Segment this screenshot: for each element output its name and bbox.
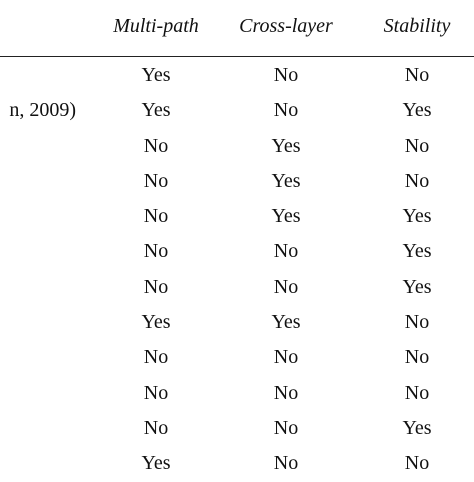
cell-cross-layer: No bbox=[273, 381, 299, 404]
cell-reference bbox=[0, 58, 76, 93]
table-row: No No No bbox=[0, 376, 474, 411]
cell-cross-layer: Yes bbox=[271, 311, 301, 334]
cell-reference bbox=[0, 270, 76, 305]
cell-stability: No bbox=[404, 311, 430, 334]
cell-multi-path: No bbox=[143, 416, 169, 439]
header-cross-layer: Cross-layer bbox=[239, 15, 333, 37]
table-row: No No No bbox=[0, 340, 474, 375]
cell-multi-path: Yes bbox=[141, 64, 171, 86]
cell-reference bbox=[0, 199, 76, 234]
cell-cross-layer: Yes bbox=[271, 169, 301, 192]
cell-reference bbox=[0, 376, 76, 411]
cell-cross-layer: No bbox=[273, 275, 299, 298]
cell-stability: Yes bbox=[402, 99, 432, 122]
cell-cross-layer: No bbox=[273, 416, 299, 439]
cell-cross-layer: Yes bbox=[271, 134, 301, 157]
cell-stability: No bbox=[404, 169, 430, 192]
cell-reference bbox=[0, 129, 76, 164]
cell-multi-path: No bbox=[143, 205, 169, 228]
cell-cross-layer: No bbox=[273, 452, 299, 475]
table-row: No Yes No bbox=[0, 129, 474, 164]
cell-cross-layer: No bbox=[273, 346, 299, 369]
header-stability: Stability bbox=[383, 15, 451, 37]
cell-multi-path: No bbox=[143, 169, 169, 192]
cell-multi-path: No bbox=[143, 275, 169, 298]
cell-reference: n, 2009) bbox=[9, 99, 76, 122]
cell-stability: No bbox=[404, 134, 430, 157]
header-rule bbox=[0, 56, 474, 57]
cell-stability: No bbox=[404, 381, 430, 404]
cell-reference bbox=[0, 340, 76, 375]
table-row: n, 2009) Yes No Yes bbox=[0, 93, 474, 128]
cell-reference bbox=[0, 164, 76, 199]
table-row: No Yes No bbox=[0, 164, 474, 199]
cell-cross-layer: No bbox=[273, 99, 299, 122]
table-row: Yes Yes No bbox=[0, 305, 474, 340]
cell-multi-path: No bbox=[143, 381, 169, 404]
cell-cross-layer: No bbox=[273, 64, 299, 86]
table-body: Yes No No n, 2009) Yes No Yes No Yes No No Yes No No Y… bbox=[0, 58, 474, 482]
header-multi-path: Multi-path bbox=[113, 15, 199, 37]
cell-multi-path: No bbox=[143, 346, 169, 369]
table-header-row: Multi-path Cross-layer Stability bbox=[0, 0, 474, 56]
cell-multi-path: Yes bbox=[141, 452, 171, 475]
cell-stability: Yes bbox=[402, 416, 432, 439]
table-row: No No Yes bbox=[0, 411, 474, 446]
cell-reference bbox=[0, 446, 76, 481]
cell-multi-path: Yes bbox=[141, 311, 171, 334]
table-row: Yes No No bbox=[0, 58, 474, 93]
cell-stability: No bbox=[404, 64, 430, 86]
cell-multi-path: Yes bbox=[141, 99, 171, 122]
cell-cross-layer: Yes bbox=[271, 205, 301, 228]
cell-stability: No bbox=[404, 452, 430, 475]
cell-stability: Yes bbox=[402, 240, 432, 263]
cell-stability: Yes bbox=[402, 275, 432, 298]
cell-stability: Yes bbox=[402, 205, 432, 228]
table-row: No No Yes bbox=[0, 270, 474, 305]
cell-reference bbox=[0, 305, 76, 340]
table-row: No Yes Yes bbox=[0, 199, 474, 234]
cell-stability: No bbox=[404, 346, 430, 369]
cell-multi-path: No bbox=[143, 240, 169, 263]
cell-cross-layer: No bbox=[273, 240, 299, 263]
cell-multi-path: No bbox=[143, 134, 169, 157]
table-row: Yes No No bbox=[0, 446, 474, 481]
table-row: No No Yes bbox=[0, 234, 474, 269]
cell-reference bbox=[0, 234, 76, 269]
cell-reference bbox=[0, 411, 76, 446]
